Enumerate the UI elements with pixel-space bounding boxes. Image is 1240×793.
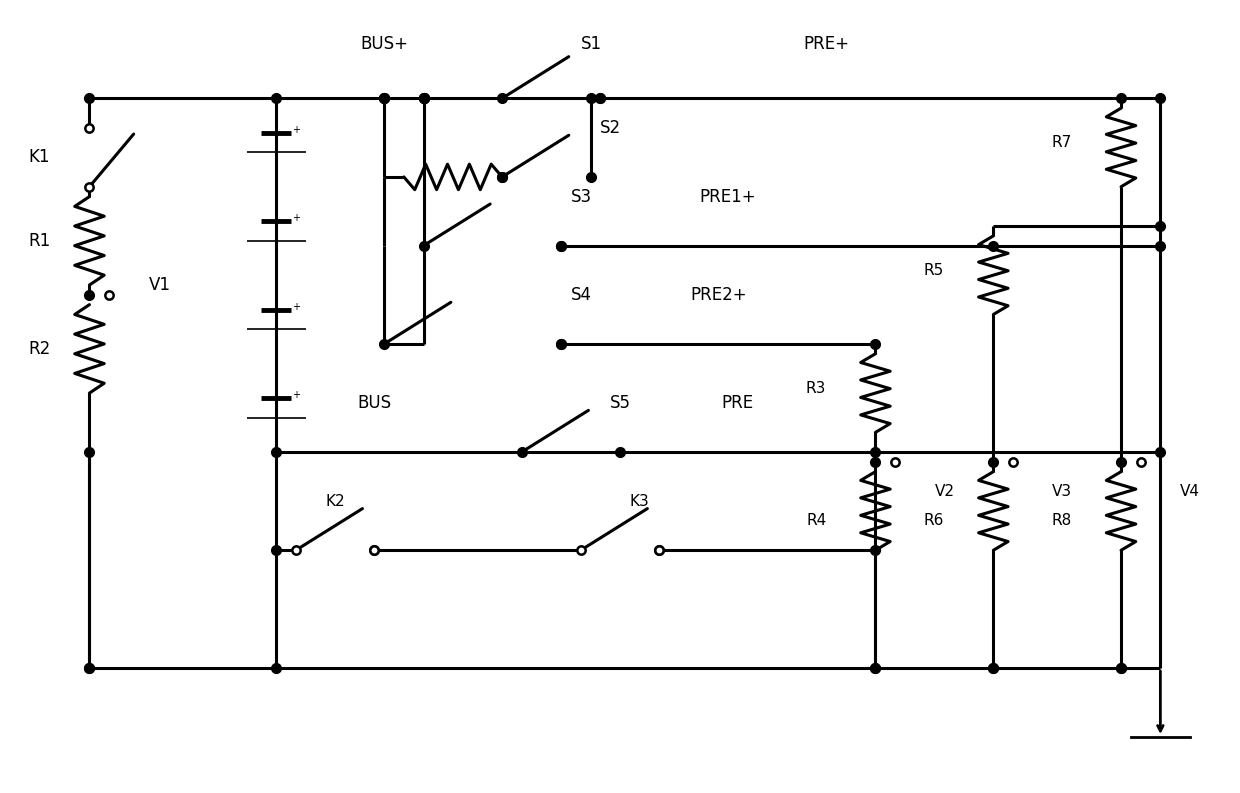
Text: R5: R5 <box>924 262 944 278</box>
Text: S2: S2 <box>600 119 621 136</box>
Text: K2: K2 <box>325 493 345 508</box>
Text: K1: K1 <box>29 148 50 167</box>
Text: BUS+: BUS+ <box>360 35 408 53</box>
Text: PRE1+: PRE1+ <box>699 188 756 205</box>
Text: S1: S1 <box>580 35 601 53</box>
Text: PRE: PRE <box>722 394 754 412</box>
Text: PRE2+: PRE2+ <box>689 285 746 304</box>
Text: R6: R6 <box>924 513 944 528</box>
Text: +: + <box>291 301 300 312</box>
Text: +: + <box>291 213 300 223</box>
Text: R7: R7 <box>1052 135 1071 150</box>
Text: PRE+: PRE+ <box>804 35 849 53</box>
Text: R2: R2 <box>29 340 50 358</box>
Text: +: + <box>291 125 300 135</box>
Text: S3: S3 <box>570 188 591 205</box>
Text: BUS: BUS <box>357 394 392 412</box>
Text: S4: S4 <box>570 285 591 304</box>
Text: R3: R3 <box>806 381 826 396</box>
Text: R4: R4 <box>806 513 826 528</box>
Text: +: + <box>291 390 300 400</box>
Text: V2: V2 <box>935 484 955 499</box>
Text: V3: V3 <box>1053 484 1073 499</box>
Text: R8: R8 <box>1052 513 1071 528</box>
Text: R1: R1 <box>29 232 50 250</box>
Text: S5: S5 <box>610 394 631 412</box>
Text: V4: V4 <box>1180 484 1200 499</box>
Text: K3: K3 <box>630 493 650 508</box>
Text: V1: V1 <box>149 276 170 294</box>
